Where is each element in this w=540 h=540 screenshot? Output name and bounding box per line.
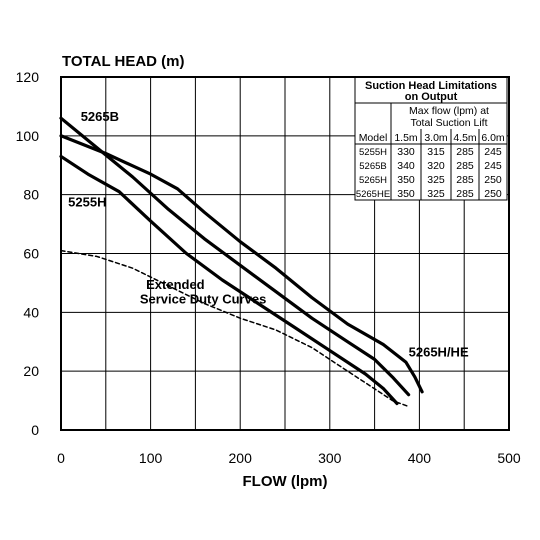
x-tick-label: 300 — [318, 450, 342, 466]
y-tick-label: 40 — [23, 304, 39, 320]
table-cell: 5265H — [359, 175, 387, 186]
table-cell: 325 — [427, 188, 445, 200]
y-tick-label: 0 — [31, 422, 39, 438]
x-tick-label: 400 — [408, 450, 432, 466]
table-cell: 250 — [484, 174, 502, 186]
y-tick-label: 60 — [23, 246, 39, 262]
table-cell: 325 — [427, 174, 445, 186]
table-cell: 350 — [397, 174, 415, 186]
y-tick-labels: 0 20 40 60 80 100 120 — [16, 69, 40, 438]
table-cell: 285 — [456, 188, 474, 200]
annotation-label: 5265B — [81, 109, 119, 124]
chart-title: TOTAL HEAD (m) — [62, 53, 185, 70]
table-cell: 245 — [484, 160, 502, 172]
y-tick-label: 20 — [23, 363, 39, 379]
table-header-cell: Model — [359, 132, 388, 144]
table-cell: 315 — [427, 146, 445, 158]
series-line-5265h-he — [59, 134, 424, 394]
table-cell: 5265B — [359, 161, 386, 172]
table-header-cell: 3.0m — [424, 132, 448, 144]
table-cell: 245 — [484, 146, 502, 158]
table-title: Suction Head Limitations — [365, 80, 497, 92]
annotation-label: Service Duty Curves — [140, 292, 266, 307]
x-tick-label: 0 — [57, 450, 65, 466]
annotation-label: 5265H/HE — [409, 344, 469, 359]
x-tick-label: 200 — [229, 450, 253, 466]
series-line-5255h — [59, 154, 399, 406]
y-tick-label: 120 — [16, 69, 40, 85]
table-box — [354, 76, 508, 201]
series-lines — [59, 116, 424, 408]
table-cell: 350 — [397, 188, 415, 200]
table-cell: 5255H — [359, 147, 387, 158]
x-tick-labels: 0 100 200 300 400 500 — [57, 450, 521, 466]
x-tick-label: 100 — [139, 450, 163, 466]
plot-frame — [60, 76, 510, 431]
y-tick-label: 100 — [16, 128, 40, 144]
table-header-cell: 6.0m — [481, 132, 505, 144]
table-title: on Output — [405, 91, 458, 103]
table-cell: 285 — [456, 174, 474, 186]
table-cell: 285 — [456, 146, 474, 158]
table-subtitle: Total Suction Lift — [410, 117, 487, 129]
table-header-cell: 1.5m — [394, 132, 418, 144]
annotation-label: Extended — [146, 277, 205, 292]
table-cell: 320 — [427, 160, 445, 172]
table-header-cell: 4.5m — [453, 132, 477, 144]
table-subtitle: Max flow (lpm) at — [409, 105, 489, 117]
series-line-extended-duty — [60, 249, 410, 408]
table-cell: 330 — [397, 146, 415, 158]
annotation-label: 5255H — [68, 194, 106, 209]
table-cell: 5265HE — [356, 189, 390, 200]
table-cell: 340 — [397, 160, 415, 172]
x-tick-label: 500 — [497, 450, 521, 466]
series-line-5265b — [59, 116, 411, 397]
table-cell: 285 — [456, 160, 474, 172]
y-tick-label: 80 — [23, 187, 39, 203]
table-cell: 250 — [484, 188, 502, 200]
x-axis-label: FLOW (lpm) — [243, 473, 328, 490]
